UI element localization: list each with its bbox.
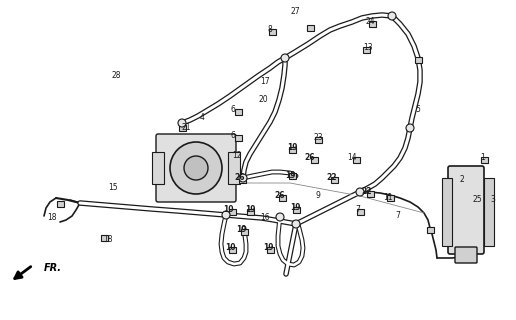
Text: 16: 16 [260,213,270,222]
Text: 3: 3 [491,196,495,204]
Text: 23: 23 [313,133,323,142]
Bar [152,152,164,184]
Text: 12: 12 [232,150,242,159]
Text: 11: 11 [383,194,393,203]
Bar [386,195,394,201]
Bar [238,177,246,183]
Text: 5: 5 [415,106,421,115]
Text: 4: 4 [200,114,204,123]
Text: 19: 19 [290,204,300,212]
Circle shape [170,142,222,194]
Text: 2: 2 [460,175,464,185]
Circle shape [222,211,230,219]
Bar [268,29,276,35]
Circle shape [388,12,396,20]
Bar [442,178,452,246]
Bar [279,195,285,201]
Text: 24: 24 [365,18,375,27]
Bar [234,135,241,141]
Bar [314,137,321,143]
Circle shape [184,156,208,180]
Circle shape [178,119,186,127]
Bar [266,247,273,253]
Text: 25: 25 [472,196,482,204]
Bar [331,177,337,183]
Text: 19: 19 [285,171,295,180]
Bar [427,227,433,233]
Text: 14: 14 [347,154,357,163]
FancyBboxPatch shape [455,247,477,263]
Text: 17: 17 [260,77,270,86]
Circle shape [281,54,289,62]
Bar [240,229,248,235]
Text: 19: 19 [263,244,273,252]
Bar [56,201,63,207]
Text: FR.: FR. [44,263,62,273]
Text: 26: 26 [275,191,285,201]
Circle shape [239,174,247,182]
Text: 9: 9 [316,191,320,201]
Circle shape [356,188,364,196]
FancyBboxPatch shape [156,134,236,202]
Text: 18: 18 [47,213,57,222]
Text: 27: 27 [290,7,300,17]
Bar [484,178,494,246]
Bar [179,125,185,131]
Bar [228,152,240,184]
Bar [480,157,488,163]
Bar [288,173,296,179]
Bar [368,21,376,27]
Text: 19: 19 [287,143,297,153]
Bar [234,109,241,115]
Text: 13: 13 [363,44,373,52]
Bar [101,235,107,241]
Bar [311,157,317,163]
Text: 28: 28 [111,70,121,79]
Circle shape [406,124,414,132]
Bar [229,247,235,253]
Bar [352,157,360,163]
Text: 10: 10 [223,205,233,214]
FancyBboxPatch shape [448,166,484,254]
Text: 26: 26 [305,154,315,163]
Text: 19: 19 [245,205,255,214]
Text: 10: 10 [225,244,235,252]
Circle shape [292,220,300,228]
Text: 6: 6 [231,106,235,115]
Text: 20: 20 [258,95,268,105]
Bar [307,25,314,31]
Bar [366,191,374,197]
Bar [288,147,296,153]
Text: 15: 15 [108,183,118,193]
Text: 7: 7 [396,211,400,220]
Bar [357,209,363,215]
Text: 21: 21 [181,124,191,132]
Text: 26: 26 [235,173,245,182]
Bar [229,209,235,215]
Bar [414,57,422,63]
Text: 18: 18 [103,236,113,244]
Bar [363,47,369,53]
Text: 6: 6 [231,131,235,140]
Text: 7: 7 [356,205,361,214]
Text: 8: 8 [268,26,272,35]
Circle shape [276,213,284,221]
Bar [293,207,299,213]
Text: 19: 19 [236,226,246,235]
Text: 22: 22 [327,173,337,182]
Text: 1: 1 [480,154,486,163]
Bar [247,209,253,215]
Text: 22: 22 [362,188,372,196]
